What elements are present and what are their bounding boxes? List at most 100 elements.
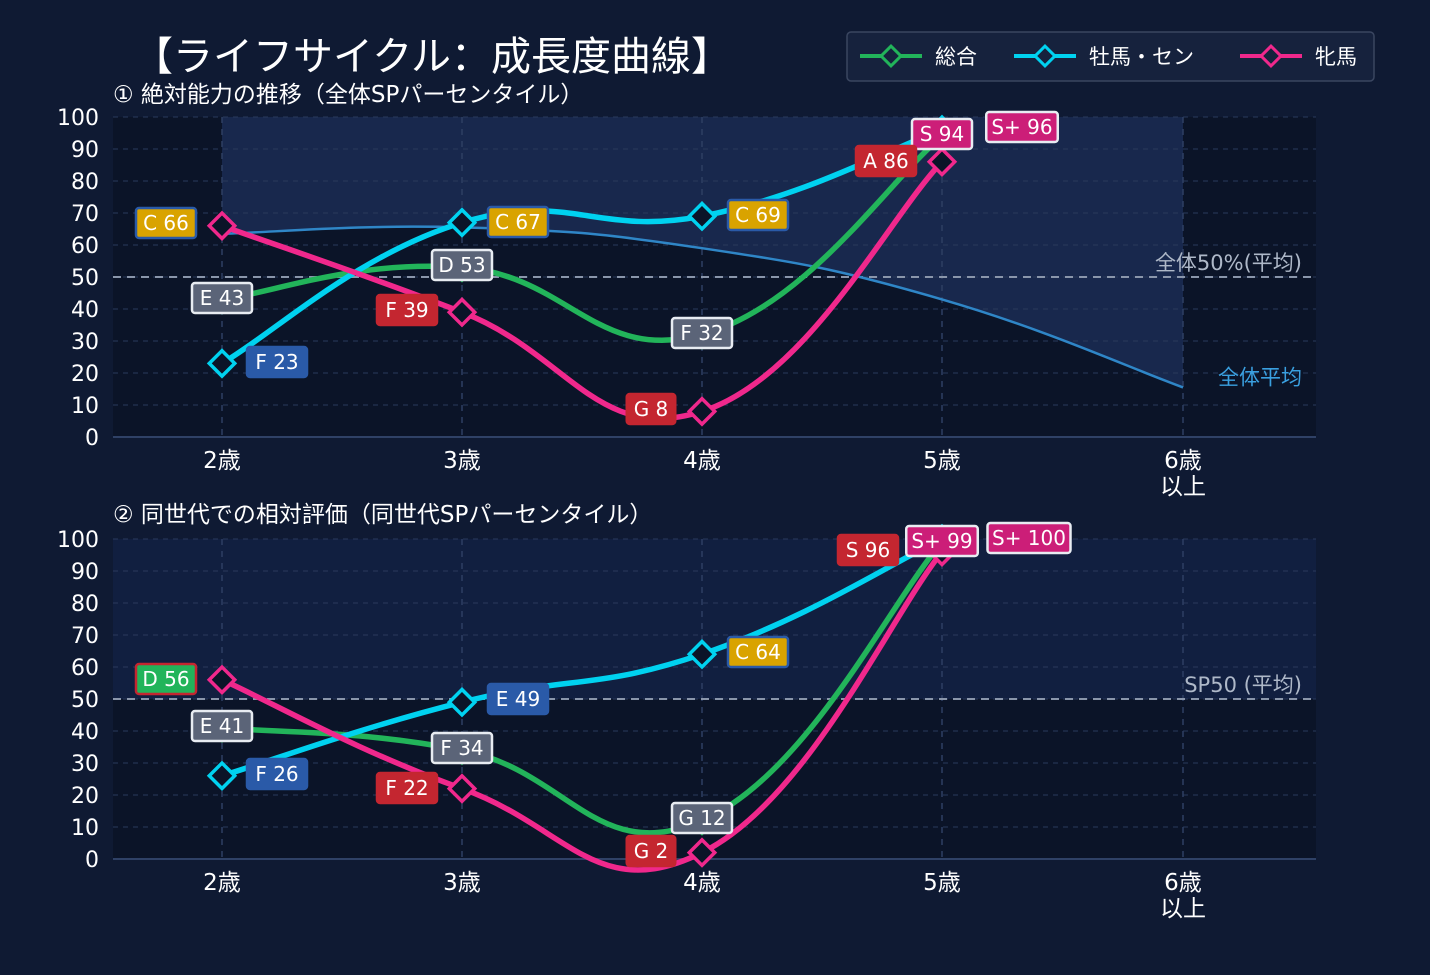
data-marker	[686, 200, 718, 232]
panel-relative: ② 同世代での相対評価（同世代SPパーセンタイル） 0 10 20 30 40 50 60 70…	[57, 502, 1316, 922]
data-label-badge	[670, 801, 734, 835]
data-marker	[446, 296, 478, 328]
x-tick-label: 4歳	[683, 870, 721, 896]
legend-label: 牝馬	[1315, 45, 1357, 69]
data-label: S+ 99	[911, 529, 972, 553]
average-line	[221, 225, 1184, 389]
data-label: F 32	[680, 321, 723, 345]
data-label: E 41	[200, 714, 244, 738]
data-marker	[686, 837, 718, 868]
data-label: G 12	[678, 806, 725, 830]
data-label-badge	[134, 662, 198, 696]
data-label: D 53	[438, 253, 485, 277]
x-tick-label: 6歳以上	[1160, 870, 1206, 922]
data-label: S 96	[846, 538, 891, 562]
data-label: S 94	[920, 122, 965, 146]
average-label: 全体平均	[1218, 365, 1302, 389]
data-marker	[206, 760, 238, 792]
y-tick-label: 90	[71, 560, 99, 585]
data-label-badge	[134, 206, 198, 240]
reference-label: SP50 (平均)	[1184, 673, 1302, 697]
data-label-badge	[986, 521, 1072, 555]
y-tick-label: 100	[57, 528, 99, 553]
x-tick-line: 3歳	[443, 448, 481, 474]
data-label: F 26	[255, 762, 298, 786]
x-tick-label: 3歳	[443, 870, 481, 896]
data-label: F 23	[255, 350, 298, 374]
data-label-badge	[486, 205, 550, 239]
x-tick-label: 2歳	[203, 870, 241, 896]
x-tick-label: 5歳	[923, 448, 961, 474]
data-label-badge	[375, 293, 439, 327]
y-tick-label: 20	[71, 362, 99, 387]
y-tick-label: 70	[71, 202, 99, 227]
data-label: D 56	[142, 667, 189, 691]
data-marker	[446, 773, 478, 804]
y-tick-label: 0	[85, 848, 99, 873]
data-label-badge	[245, 757, 309, 791]
chart-title: 【ライフサイクル：成長度曲線】	[133, 34, 731, 80]
data-marker	[446, 686, 478, 718]
series-line-1	[219, 536, 945, 779]
data-label: E 43	[200, 286, 244, 310]
x-tick-line: 6歳	[1164, 448, 1202, 474]
data-label-badge	[190, 281, 254, 315]
y-tick-label: 80	[71, 170, 99, 195]
data-label-badge	[910, 117, 974, 151]
x-tick-label: 2歳	[203, 448, 241, 474]
y-tick-label: 60	[71, 656, 99, 681]
data-label: G 2	[634, 839, 669, 863]
data-label: S+ 100	[992, 526, 1066, 550]
data-label-badge	[375, 771, 439, 805]
y-tick-label: 10	[71, 394, 99, 419]
x-tick-label: 3歳	[443, 448, 481, 474]
x-tick-line: 以上	[1160, 474, 1206, 500]
x-tick-label: 5歳	[923, 870, 961, 896]
data-label: A 86	[863, 149, 909, 173]
data-marker	[206, 664, 238, 696]
y-tick-label: 0	[85, 426, 99, 451]
y-tick-label: 60	[71, 234, 99, 259]
data-marker	[446, 207, 478, 238]
panel-absolute: ① 絶対能力の推移（全体SPパーセンタイル） 0 10 20 30 40 50 60 70 80 9…	[57, 82, 1316, 500]
reference-label: 全体50%(平均)	[1155, 251, 1302, 275]
data-label-badge	[905, 524, 979, 558]
upper-shade	[113, 539, 1316, 699]
legend-label: 総合	[935, 45, 977, 69]
y-tick-label: 30	[71, 752, 99, 777]
data-marker	[686, 396, 718, 427]
data-label-badge	[625, 392, 677, 426]
legend-marker	[1258, 43, 1284, 69]
data-label-badge	[670, 316, 734, 350]
data-label: F 22	[385, 776, 428, 800]
legend-marker	[878, 43, 904, 69]
data-label: C 66	[143, 211, 189, 235]
x-tick-line: 5歳	[923, 448, 961, 474]
data-label: C 69	[735, 203, 781, 227]
data-label-badge	[726, 635, 790, 669]
y-tick-label: 20	[71, 784, 99, 809]
y-tick-label: 90	[71, 138, 99, 163]
x-tick-line: 6歳	[1164, 870, 1202, 896]
panel-title: ① 絶対能力の推移（全体SPパーセンタイル）	[113, 82, 583, 108]
legend: 総合 牡馬・セン 牝馬	[846, 31, 1375, 82]
y-tick-label: 50	[71, 266, 99, 291]
data-label-badge	[430, 731, 494, 765]
legend-box	[846, 31, 1375, 82]
legend-marker	[1032, 43, 1058, 69]
data-label: E 49	[496, 687, 540, 711]
average-shade	[222, 117, 1183, 388]
y-tick-label: 70	[71, 624, 99, 649]
x-tick-line: 4歳	[683, 448, 721, 474]
data-label: F 34	[440, 736, 483, 760]
y-tick-label: 30	[71, 330, 99, 355]
x-tick-label: 6歳以上	[1160, 448, 1206, 500]
data-label: S+ 96	[991, 115, 1052, 139]
x-tick-line: 5歳	[923, 870, 961, 896]
series-line-1	[219, 127, 945, 367]
data-marker	[206, 348, 238, 379]
data-marker	[926, 146, 958, 178]
x-tick-line: 4歳	[683, 870, 721, 896]
y-tick-label: 40	[71, 720, 99, 745]
